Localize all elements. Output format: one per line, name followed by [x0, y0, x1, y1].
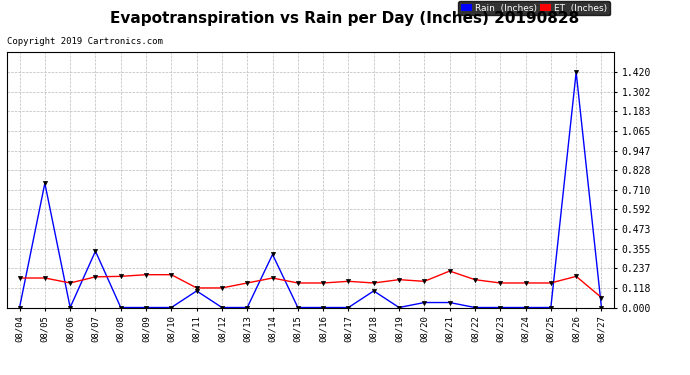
Text: Copyright 2019 Cartronics.com: Copyright 2019 Cartronics.com [7, 38, 163, 46]
Legend: Rain  (Inches), ET  (Inches): Rain (Inches), ET (Inches) [458, 1, 609, 15]
Text: Evapotranspiration vs Rain per Day (Inches) 20190828: Evapotranspiration vs Rain per Day (Inch… [110, 11, 580, 26]
